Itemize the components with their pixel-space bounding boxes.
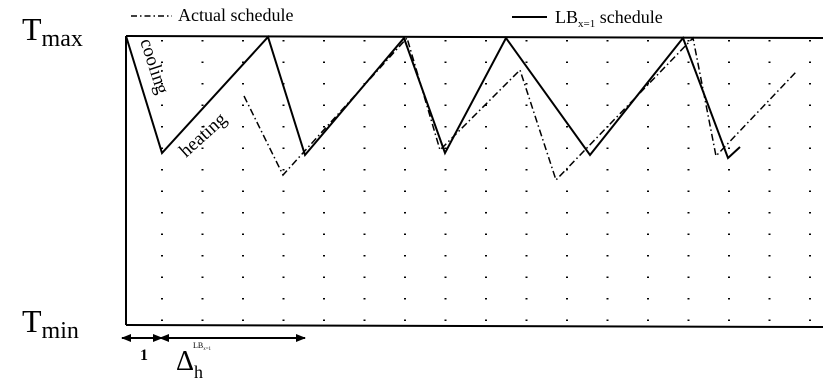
t-min-line	[125, 324, 823, 328]
dotted-grid	[161, 40, 811, 322]
unit-label: 1	[140, 347, 148, 364]
t-max-line	[125, 35, 823, 39]
cooling-label: cooling	[135, 36, 173, 97]
legend-actual-label: Actual schedule	[178, 5, 293, 25]
lb-schedule-line	[125, 35, 741, 160]
delta-label: Δh	[176, 346, 203, 379]
heating-label: heating	[175, 108, 231, 161]
legend-lb-label: LBx=1 schedule	[555, 7, 663, 30]
actual-schedule-line	[243, 36, 797, 182]
delta-superscript: LBx=1	[193, 341, 212, 352]
t-min-label: Tmin	[22, 303, 79, 344]
t-max-label: Tmax	[22, 11, 83, 52]
